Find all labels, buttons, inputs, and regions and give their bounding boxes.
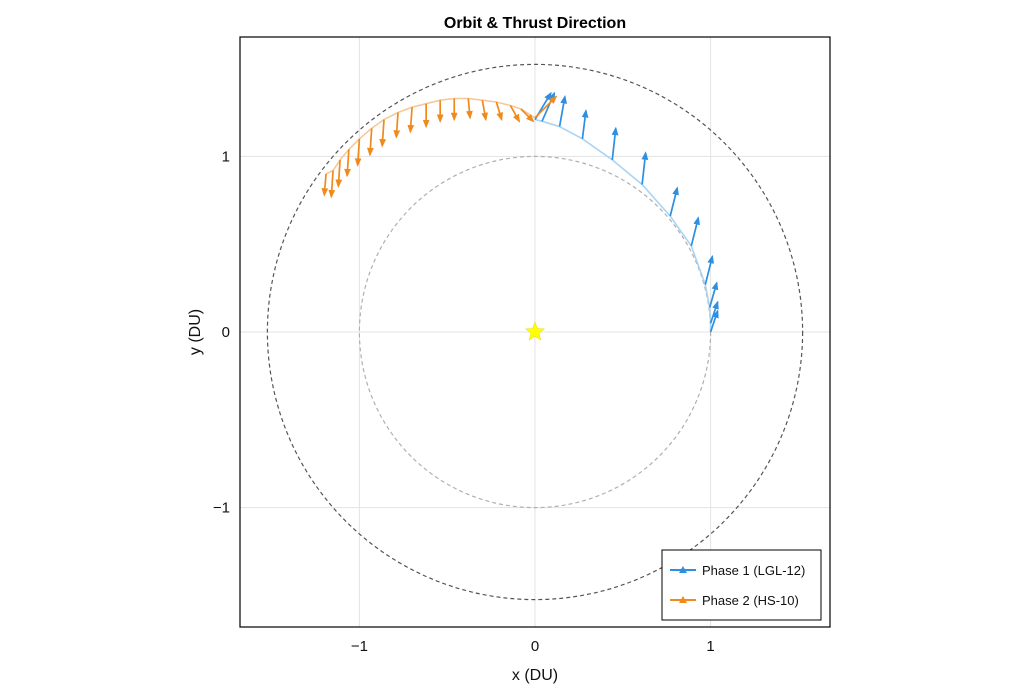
thrust-arrow-phase-2 (534, 95, 558, 119)
thrust-arrow-phase-1 (611, 126, 619, 161)
thrust-arrow-phase-1 (708, 281, 719, 308)
thrust-arrow-phase-2 (520, 108, 535, 123)
x-tick-label: 0 (531, 638, 539, 655)
plot-content (266, 63, 804, 601)
chart-title: Orbit & Thrust Direction (444, 15, 626, 32)
thrust-arrow-phase-2 (335, 159, 343, 188)
thrust-arrow-phase-1 (709, 309, 719, 333)
thrust-arrow-phase-2 (321, 173, 329, 197)
y-tick-label: −1 (213, 500, 230, 517)
thrust-arrow-phase-1 (709, 300, 719, 324)
x-tick-label: 1 (706, 638, 714, 655)
trajectory-phase-1 (534, 118, 712, 332)
y-tick-label: 1 (222, 148, 230, 165)
x-axis-label: x (DU) (512, 667, 558, 684)
x-tick-label: −1 (351, 638, 368, 655)
thrust-arrow-phase-2 (495, 101, 503, 122)
legend-label: Phase 2 (HS-10) (702, 593, 799, 608)
trajectory-phase-2 (325, 97, 536, 175)
thrust-arrow-phase-1 (641, 151, 649, 185)
thrust-arrow-phase-1 (669, 186, 679, 217)
legend: Phase 1 (LGL-12) Phase 2 (HS-10) (661, 549, 822, 621)
thrust-arrow-phase-2 (481, 100, 488, 122)
thrust-arrow-phase-2 (407, 107, 415, 134)
thrust-arrow-phase-2 (379, 119, 387, 148)
thrust-arrow-phase-2 (509, 105, 521, 123)
thrust-arrow-phase-1 (558, 95, 568, 127)
thrust-arrow-phase-2 (354, 138, 362, 167)
thrust-arrow-phase-2 (393, 112, 401, 139)
legend-label: Phase 1 (LGL-12) (702, 563, 805, 578)
y-axis-label: y (DU) (187, 309, 204, 355)
legend-triangle-icon (679, 596, 687, 603)
y-tick-label: 0 (222, 324, 230, 341)
legend-triangle-icon (679, 566, 687, 573)
thrust-arrow-phase-2 (367, 128, 374, 157)
thrust-arrow-phase-2 (328, 170, 336, 199)
outer-orbit-circle (266, 63, 804, 601)
thrust-arrow-phase-1 (690, 216, 700, 247)
thrust-arrow-phase-1 (581, 109, 589, 139)
thrust-arrow-phase-2 (466, 98, 473, 120)
thrust-arrow-phase-2 (344, 149, 351, 178)
central-body-star-icon (524, 321, 546, 341)
thrust-arrow-phase-1 (704, 254, 715, 285)
plot-frame (239, 36, 831, 628)
plot-area: −1 0 1 −1 0 1 (213, 36, 831, 655)
legend-box (661, 549, 822, 621)
